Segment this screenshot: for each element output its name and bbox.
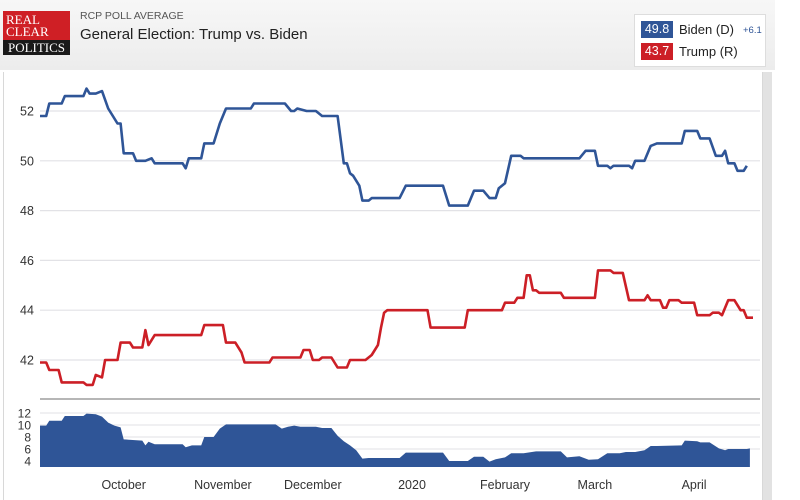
biden-line [40, 87, 748, 207]
spread-area [40, 413, 750, 467]
chart-title: General Election: Trump vs. Biden [80, 26, 308, 43]
legend-name-trump: Trump (R) [679, 44, 738, 59]
legend-value-biden: 49.8 [641, 21, 673, 38]
legend-value-trump: 43.7 [641, 43, 673, 60]
x-tick-label: April [682, 478, 707, 492]
scrollbar[interactable] [763, 72, 772, 500]
legend-name-biden: Biden (D) [679, 22, 734, 37]
x-tick-label: 2020 [398, 478, 426, 492]
logo-line-1: REAL [6, 12, 40, 27]
trump-line [40, 269, 753, 387]
y-tick-label: 48 [20, 204, 34, 218]
x-tick-label: February [480, 478, 531, 492]
y-tick-label: 8 [24, 431, 31, 445]
poll-lines [40, 87, 753, 387]
chart-subtitle: RCP POLL AVERAGE [80, 10, 184, 22]
x-axis: October November December 2020 February March… [101, 478, 706, 492]
y-tick-label: 4 [24, 455, 31, 469]
x-tick-label: October [101, 478, 145, 492]
y-tick-label: 46 [20, 254, 34, 268]
legend: 49.8 Biden (D) +6.1 43.7 Trump (R) [634, 14, 766, 67]
realclearpolitics-logo[interactable]: REAL CLEAR POLITICS [3, 11, 70, 55]
chart-panel [3, 72, 763, 500]
y-tick-label: 42 [20, 354, 34, 368]
y-tick-label: 12 [18, 407, 32, 421]
main-y-axis: 42 44 46 48 50 52 [20, 105, 34, 368]
x-tick-label: November [194, 478, 252, 492]
legend-spread: +6.1 [743, 25, 762, 36]
y-tick-label: 50 [20, 154, 34, 168]
logo-line-2: CLEAR [6, 24, 49, 39]
spread-area-series [40, 413, 750, 467]
logo-line-3: POLITICS [3, 40, 70, 55]
chart-header: REAL CLEAR POLITICS RCP POLL AVERAGE Gen… [0, 0, 775, 70]
y-tick-label: 6 [24, 443, 31, 457]
y-tick-label: 52 [20, 105, 34, 119]
main-gridlines [40, 110, 760, 361]
x-tick-label: March [578, 478, 613, 492]
x-tick-label: December [284, 478, 342, 492]
y-tick-label: 44 [20, 304, 34, 318]
y-tick-label: 10 [18, 419, 32, 433]
